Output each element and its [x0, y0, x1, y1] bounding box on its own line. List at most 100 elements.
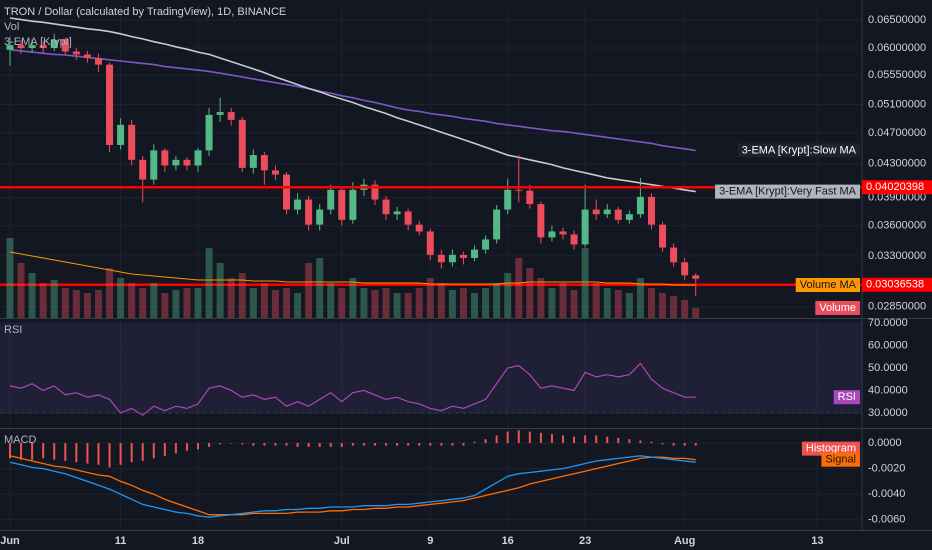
y-tick-label: 0.02850000 — [868, 301, 926, 313]
histogram-bar — [208, 443, 211, 447]
histogram-bar — [53, 443, 56, 460]
x-tick-label: 13 — [811, 535, 823, 547]
volume-bar — [28, 273, 36, 318]
candle-body — [161, 150, 169, 166]
y-tick-label: 0.04700000 — [868, 127, 926, 139]
volume-bar — [216, 263, 224, 318]
volume-bar — [548, 288, 556, 318]
candle-body — [426, 231, 434, 255]
histogram-bar — [473, 441, 476, 444]
volume-bar — [238, 273, 246, 318]
candle-body — [415, 224, 423, 232]
histogram-bar — [108, 443, 111, 468]
value-tag — [821, 452, 860, 467]
x-tick-label: Jul — [334, 535, 350, 547]
histogram-bar — [639, 440, 642, 444]
histogram-bar — [628, 439, 631, 444]
volume-bar — [659, 293, 667, 318]
x-tick-label: 9 — [427, 535, 433, 547]
y-tick-label: 0.05100000 — [868, 98, 926, 110]
histogram-bar — [385, 443, 388, 446]
histogram-bar — [606, 436, 609, 444]
volume-bar — [426, 278, 434, 318]
line — [9, 17, 696, 193]
candle-body — [471, 249, 479, 258]
line — [9, 251, 696, 286]
candle-body — [305, 199, 313, 225]
volume-bar — [249, 288, 257, 318]
histogram-bar — [318, 443, 321, 447]
histogram-bar — [163, 443, 166, 456]
volume-bar — [327, 283, 335, 318]
histogram-bar — [64, 443, 67, 461]
histogram-bar — [562, 435, 564, 444]
volume-bar — [72, 290, 80, 318]
legend-item: Vol — [4, 21, 19, 33]
candle-body — [659, 224, 667, 248]
histogram-bar — [539, 432, 542, 444]
candle-body — [636, 196, 644, 215]
candle-body — [172, 159, 180, 166]
histogram-bar — [462, 443, 465, 446]
x-tick-label: 18 — [192, 535, 204, 547]
y-tick-label: 70.0000 — [868, 317, 908, 329]
histogram-bar — [451, 443, 454, 446]
candle-body — [504, 189, 512, 210]
candle-body — [6, 45, 14, 50]
candle-body — [371, 184, 379, 200]
volume-bar — [515, 258, 523, 318]
histogram-bar — [97, 443, 100, 465]
x-tick-label: 23 — [579, 535, 591, 547]
candle-body — [681, 262, 689, 276]
candle-body — [625, 214, 633, 220]
value-tag — [715, 184, 860, 199]
candle-body — [404, 211, 412, 225]
volume-bar — [371, 290, 379, 318]
histogram-bar — [595, 435, 598, 444]
histogram-bar — [396, 443, 399, 446]
candle-body — [526, 190, 534, 205]
candle-body — [614, 209, 622, 220]
histogram-bar — [307, 443, 310, 447]
grid — [0, 5, 862, 530]
value-tag-label: RSI — [838, 391, 856, 403]
histogram-bar — [440, 443, 443, 446]
value-tag — [862, 180, 932, 195]
candle-body — [271, 170, 279, 175]
histogram-bar — [517, 430, 520, 444]
histogram-bar — [340, 443, 343, 447]
volume-bar — [94, 290, 102, 318]
volume-bar — [83, 293, 91, 318]
volume-bar — [636, 278, 644, 318]
chart-title: TRON / Dollar (calculated by TradingView… — [4, 6, 286, 18]
volume-bar — [194, 288, 202, 318]
volume-bar — [183, 288, 191, 318]
histogram-bar — [42, 443, 45, 459]
volume-bar — [172, 290, 180, 318]
line — [9, 455, 696, 518]
candle-body — [216, 112, 224, 115]
volume-bar — [349, 278, 357, 318]
volume-bar — [692, 308, 700, 318]
histogram-bar — [75, 443, 78, 463]
volume-bar — [283, 288, 290, 318]
histogram-bar — [573, 436, 576, 444]
volume-bar — [6, 238, 14, 318]
volume-bar — [294, 293, 302, 318]
axis-background — [862, 0, 932, 550]
y-tick-label: 0.04300000 — [868, 158, 926, 170]
volume-bar — [50, 280, 58, 318]
volume-bar — [570, 290, 578, 318]
volume-bar — [581, 248, 589, 318]
volume-bar — [393, 293, 401, 318]
histogram-bar — [373, 443, 376, 446]
candle-body — [349, 189, 357, 220]
x-tick-label: 16 — [502, 535, 514, 547]
volume-bar — [670, 296, 678, 318]
volume-bar — [128, 283, 136, 318]
candle-body — [94, 58, 102, 65]
volume-bar — [61, 288, 69, 318]
candle-body — [448, 254, 456, 263]
